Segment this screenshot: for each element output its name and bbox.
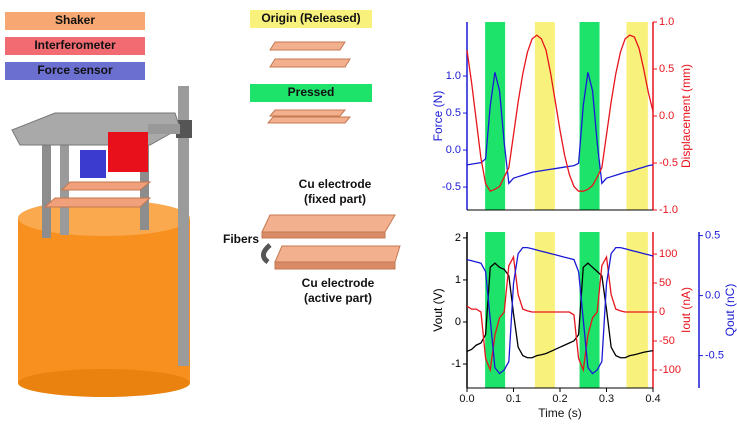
y-tick-label: 0.0 — [659, 110, 674, 122]
highlight-band — [626, 22, 648, 210]
data-line — [466, 262, 654, 359]
axis-title: Iout (nA) — [679, 287, 693, 333]
data-line — [466, 254, 653, 373]
plates — [261, 41, 401, 270]
y-tick-label: 2 — [455, 232, 461, 244]
axis-title: Qout (nC) — [723, 284, 737, 337]
legend-label: Shaker — [55, 13, 95, 27]
x-tick-label: 0.3 — [599, 393, 614, 405]
data-line — [466, 72, 654, 185]
state-label: Origin (Released) — [261, 11, 360, 25]
x-tick-label: 0.4 — [645, 393, 660, 405]
y-tick-label: 0.5 — [446, 107, 461, 119]
y-tick-label: -1.0 — [659, 204, 678, 216]
axis-title: Vout (V) — [431, 288, 445, 331]
y-tick-label: 0.0 — [705, 290, 720, 302]
x-axis-title: Time (s) — [538, 406, 582, 420]
y-tick-label: -0.5 — [442, 181, 461, 193]
y-tick-label: -0.5 — [659, 157, 678, 169]
x-tick-label: 0.2 — [552, 393, 567, 405]
y-tick-label: 0.5 — [705, 230, 720, 242]
electrode-label: (active part) — [304, 291, 372, 305]
state-label: Pressed — [288, 85, 335, 99]
electrode-label: (fixed part) — [304, 192, 366, 206]
legend-box — [5, 62, 145, 80]
x-tick-label: 0.1 — [506, 393, 521, 405]
state-box — [250, 84, 372, 102]
axis-title: Displacement (mm) — [679, 64, 693, 168]
y-tick-label: 0.0 — [446, 144, 461, 156]
highlight-band — [534, 232, 555, 388]
data-line — [466, 34, 654, 193]
y-tick-label: 1.0 — [446, 70, 461, 82]
legend-box — [5, 37, 145, 55]
fibers-label: Fibers — [223, 232, 259, 246]
y-tick-label: -100 — [659, 364, 681, 376]
y-tick-label: -0.5 — [705, 350, 724, 362]
setup-illustration — [11, 86, 192, 397]
y-tick-label: 50 — [659, 277, 671, 289]
highlight-band — [579, 232, 600, 388]
electrode-label: Cu electrode — [299, 177, 372, 191]
highlight-band — [534, 22, 555, 210]
y-tick-label: 1.0 — [659, 16, 674, 28]
y-tick-label: 100 — [659, 248, 677, 260]
x-tick-label: 0.0 — [459, 393, 474, 405]
legend-label: Force sensor — [37, 63, 113, 77]
state-box — [250, 10, 372, 28]
highlight-band — [626, 232, 648, 388]
electrode-label: Cu electrode — [302, 276, 375, 290]
axis-title: Force (N) — [431, 91, 445, 142]
y-tick-label: 0 — [659, 306, 665, 318]
legend-box — [5, 12, 145, 30]
highlight-band — [485, 22, 506, 210]
legend-label: Interferometer — [34, 38, 116, 52]
data-line — [466, 246, 654, 375]
y-tick-label: -1 — [451, 358, 461, 370]
y-tick-label: 1 — [455, 274, 461, 286]
y-tick-label: 0.5 — [659, 63, 674, 75]
y-tick-label: -50 — [659, 335, 675, 347]
y-tick-label: 0 — [455, 316, 461, 328]
highlight-band — [579, 22, 600, 210]
